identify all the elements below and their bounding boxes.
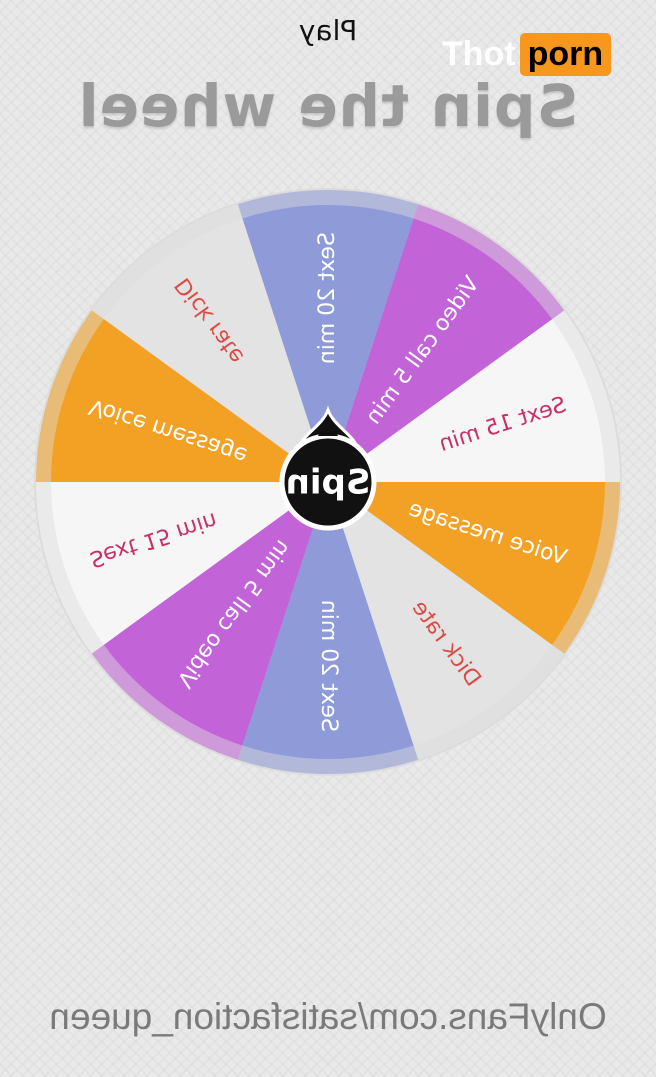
wheel-segment <box>328 319 605 482</box>
segment-label: Sext 20 min <box>315 232 340 364</box>
pointer-tip <box>318 414 338 436</box>
wheel-segment <box>242 204 414 482</box>
spin-label[interactable]: Spin <box>286 463 371 503</box>
watermark-logo: Thot porn <box>442 30 612 78</box>
wheel-segment <box>328 482 605 645</box>
wheel-segment <box>51 482 328 645</box>
wheel-segment <box>103 482 328 746</box>
footer-link: OnlyFans.com/satisfaction_queen <box>49 996 607 1037</box>
wheel-segment <box>51 319 328 482</box>
wheel-segment <box>103 218 328 482</box>
segment-label: Sext 20 min <box>316 600 341 732</box>
wheel-segment <box>328 482 553 746</box>
wheel-segment <box>242 482 414 759</box>
wheel-segment <box>328 218 553 482</box>
